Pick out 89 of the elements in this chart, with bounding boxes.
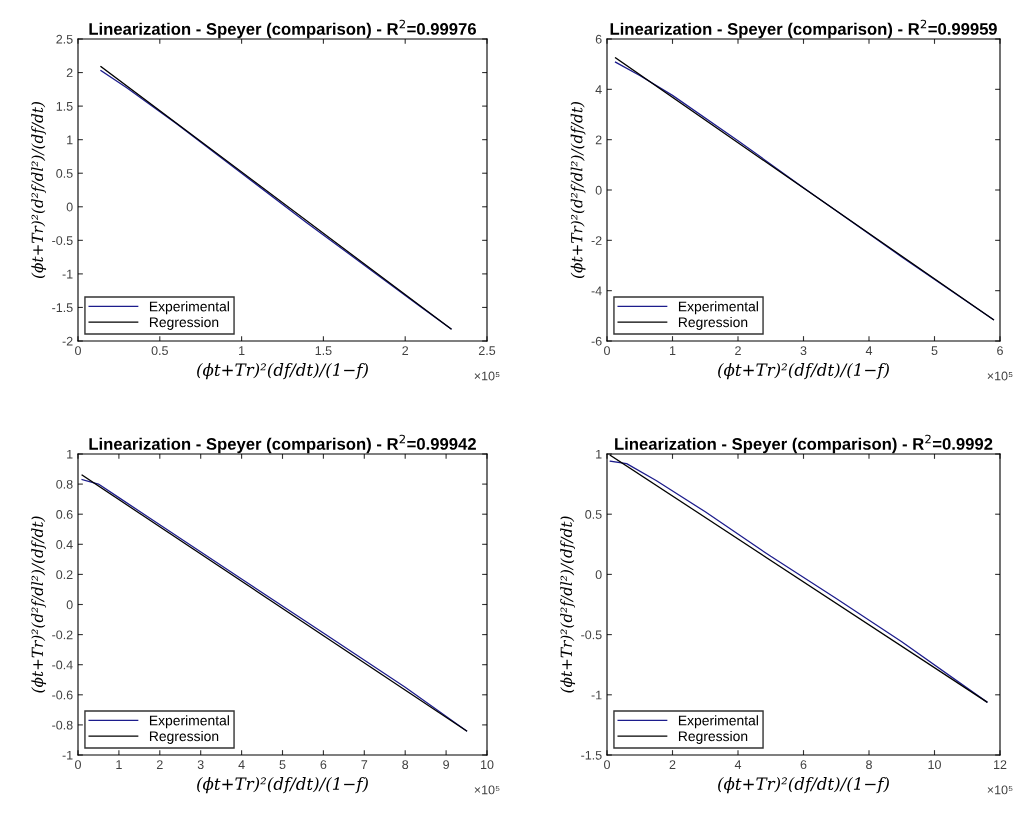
x-tick-label: 2 [156,760,163,769]
x-tick-label: 3 [800,346,807,356]
legend-label: Regression [678,316,748,330]
x-tick-label: 2 [669,760,676,769]
x-tick-label: 1 [239,346,245,355]
y-tick-label: 0.2 [56,570,73,580]
y-tick-label: -0.6 [52,690,73,700]
y-axis-title: (ϕt+Tr)²(d²f/dl²)/(df/dt) [31,516,47,693]
x-tick-label: 0 [604,346,610,356]
x-tick-label: 1 [116,760,122,769]
y-tick-label: 0.5 [585,510,602,519]
x-axis-title: (ϕt+Tr)²(df/dt)/(1−f) [197,777,368,794]
x-tick-label: 4 [238,760,245,769]
y-tick-label: 2 [595,135,602,145]
y-tick-label: 2.5 [56,34,73,44]
legend-label: Experimental [149,715,229,729]
x-tick-label: 10 [928,760,941,770]
y-tick-label: -0.8 [52,720,73,730]
x-tick-label: 0 [75,346,81,356]
y-tick-label: -0.5 [52,236,73,245]
x-tick-label: 3 [197,760,204,770]
y-tick-label: 1 [67,449,73,459]
x-tick-label: 4 [734,760,742,769]
y-tick-label: 0.4 [56,540,73,549]
y-tick-label: 0 [66,202,73,212]
x-axis-title: (ϕt+Tr)²(df/dt)/(1−f) [718,777,889,794]
y-tick-label: -1.5 [52,303,73,313]
legend-label: Experimental [678,715,758,729]
y-tick-label: 0 [66,600,73,610]
x-axis-title: (ϕt+Tr)²(df/dt)/(1−f) [718,363,889,380]
x-tick-label: 6 [320,760,327,770]
y-tick-label: -6 [591,336,602,346]
x-axis-title: (ϕt+Tr)²(df/dt)/(1−f) [197,363,368,380]
x-tick-label: 6 [800,760,807,770]
y-tick-label: -2 [62,336,73,346]
y-tick-label: 0 [595,185,602,195]
y-tick-label: 6 [595,34,602,44]
text: ×10⁵ [987,785,1013,795]
y-axis-title: (ϕt+Tr)²(d²f/dl²)/(df/dt) [570,102,586,278]
x-tick-label: 7 [361,760,368,769]
legend-label: Regression [149,730,219,744]
y-tick-label: 0.6 [56,510,73,519]
y-tick-label: 1 [596,449,602,459]
y-tick-label: -0.2 [52,630,73,640]
y-tick-label: 1 [67,135,73,145]
x-tick-label: 1.5 [315,346,332,356]
x-tick-label: 1 [669,346,676,355]
x-tick-label: 0.5 [151,346,168,356]
x-tick-label: 8 [402,760,409,770]
y-tick-label: 2 [66,68,73,78]
y-tick-label: -1.5 [581,750,602,760]
text: ×10⁵ [474,371,500,381]
y-tick-label: -1 [62,750,73,760]
chart-title: Linearization - Speyer (comparison) - R$^{2}$=0.99959 [610,19,997,39]
x-tick-label: 6 [997,346,1003,356]
chart-title: Linearization - Speyer (comparison) - R$^{2}$=0.99942 [89,434,476,454]
x-tick-label: 0 [604,760,610,770]
x-tick-label: 9 [443,760,449,770]
x-tick-label: 8 [866,760,872,770]
x-tick-label: 5 [931,346,938,356]
y-tick-label: 4 [595,85,602,94]
y-tick-label: -1 [62,269,73,279]
y-tick-label: 0 [595,570,602,580]
x-tick-label: 0 [75,760,81,770]
legend-label: Regression [149,316,219,330]
chart-title: Linearization - Speyer (comparison) - R$^{2}$=0.9992 [615,434,993,454]
y-tick-label: -4 [591,286,602,296]
x-tick-label: 10 [481,760,494,770]
legend-label: Experimental [678,301,758,315]
y-tick-label: 0.5 [56,169,73,178]
x-tick-label: 5 [279,760,286,770]
x-tick-label: 2 [735,346,741,355]
legend-label: Regression [678,730,748,744]
x-tick-label: 2 [402,346,409,355]
legend-label: Experimental [149,301,229,315]
y-tick-label: -0.5 [581,630,602,640]
y-tick-label: -2 [591,236,602,245]
chart-title: Linearization - Speyer (comparison) - R$^{2}$=0.99976 [89,19,476,39]
x-tick-label: 12 [994,760,1007,769]
text: ×10⁵ [987,371,1013,381]
text: ×10⁵ [474,785,500,795]
y-tick-label: -1 [591,690,602,700]
y-axis-title: (ϕt+Tr)²(d²f/dl²)/(df/dt) [31,102,47,278]
x-tick-label: 4 [865,346,873,355]
y-tick-label: 0.8 [56,479,73,489]
y-tick-label: -0.4 [52,660,73,670]
y-tick-label: 1.5 [56,102,73,111]
y-axis-title: (ϕt+Tr)²(d²f/dl²)/(df/dt) [560,516,576,693]
x-tick-label: 2.5 [478,346,496,356]
